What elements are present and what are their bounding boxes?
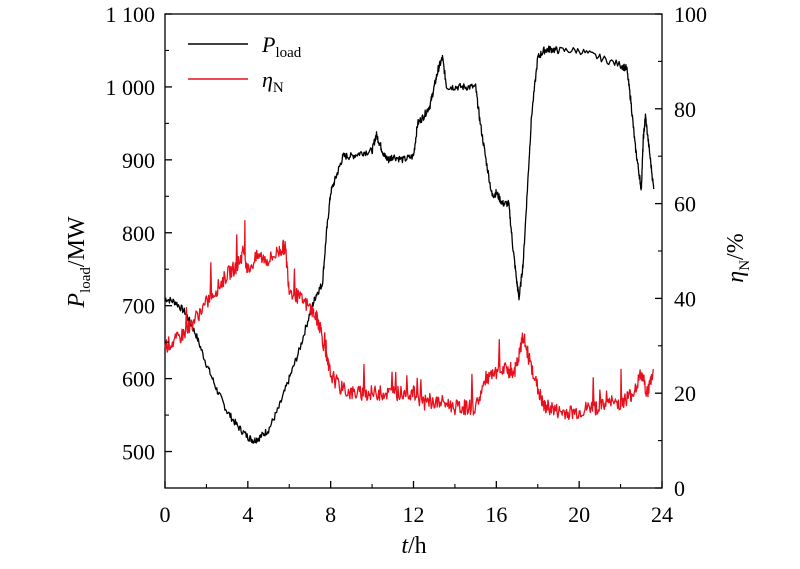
y-right-axis-title: ηN/% xyxy=(723,233,753,282)
y-left-axis-title-unit: /MW xyxy=(64,216,90,267)
x-tick-label: 20 xyxy=(568,502,590,527)
y-right-tick-label: 80 xyxy=(674,97,696,122)
x-tick-label: 4 xyxy=(242,502,253,527)
y-left-axis: 500 600 700 800 900 1 000 1 100 xyxy=(106,2,172,465)
series-layer xyxy=(164,45,655,444)
x-axis-title-symbol: t xyxy=(401,533,409,559)
legend: Pload ηN xyxy=(188,32,302,96)
legend-label-eta-subscript: N xyxy=(273,80,284,96)
y-right-tick-label: 0 xyxy=(674,476,685,501)
legend-label-pload-subscript: load xyxy=(275,45,301,61)
y-left-tick-label: 700 xyxy=(122,294,155,319)
y-right-tick-label: 20 xyxy=(674,381,696,406)
y-left-tick-label: 900 xyxy=(122,148,155,173)
x-tick-label: 24 xyxy=(651,502,673,527)
y-left-tick-label: 800 xyxy=(122,221,155,246)
legend-label-eta-symbol: η xyxy=(262,67,273,92)
series-line-pload xyxy=(164,45,655,444)
x-tick-label: 8 xyxy=(325,502,336,527)
legend-label-pload: Pload xyxy=(261,32,302,61)
y-right-axis: 0 20 40 60 80 100 xyxy=(655,2,707,501)
y-right-tick-label: 40 xyxy=(674,286,696,311)
y-left-tick-label: 1 100 xyxy=(106,2,156,27)
y-left-axis-title-subscript: load xyxy=(78,267,94,293)
x-axis: 0 4 8 12 16 20 24 xyxy=(160,481,673,527)
y-left-tick-label: 500 xyxy=(122,440,155,465)
x-axis-title: t/h xyxy=(401,533,426,559)
y-left-tick-label: 600 xyxy=(122,367,155,392)
legend-label-pload-symbol: P xyxy=(261,32,275,57)
y-left-axis-title-symbol: P xyxy=(64,293,90,309)
legend-label-eta: ηN xyxy=(262,67,284,96)
y-right-tick-label: 100 xyxy=(674,2,707,27)
plot-area-border xyxy=(164,13,663,489)
plot-frame xyxy=(164,13,663,489)
y-left-tick-label: 1 000 xyxy=(106,75,156,100)
x-tick-label: 0 xyxy=(160,502,171,527)
y-right-axis-title-subscript: N xyxy=(737,260,753,271)
y-left-axis-title: Pload/MW xyxy=(64,216,94,309)
y-right-axis-title-symbol: η xyxy=(723,271,749,283)
x-axis-title-unit: /h xyxy=(408,533,427,559)
series-line-eta xyxy=(164,219,654,421)
x-tick-label: 16 xyxy=(485,502,507,527)
x-tick-label: 12 xyxy=(403,502,425,527)
y-right-tick-label: 60 xyxy=(674,192,696,217)
y-right-axis-title-unit: /% xyxy=(723,233,749,260)
